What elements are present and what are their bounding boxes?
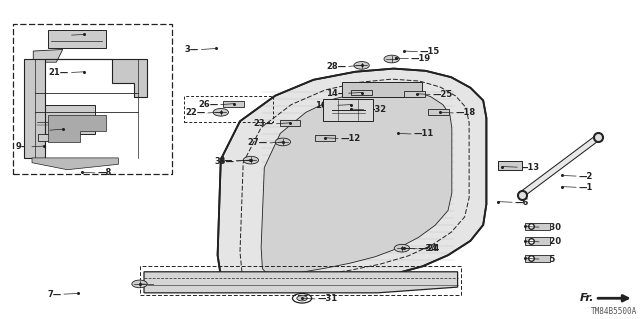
Text: —32: —32	[366, 105, 386, 114]
Text: 16—: 16—	[315, 101, 335, 110]
Text: —20: —20	[541, 237, 561, 246]
Polygon shape	[33, 49, 63, 62]
Text: 22—: 22—	[185, 108, 205, 117]
Text: —6: —6	[515, 198, 529, 207]
Circle shape	[132, 280, 147, 288]
Polygon shape	[48, 115, 106, 142]
Text: —18: —18	[456, 108, 476, 117]
Text: —11: —11	[413, 130, 434, 138]
Text: —30: —30	[541, 223, 561, 232]
Text: —2: —2	[579, 172, 593, 181]
Polygon shape	[48, 30, 106, 48]
Text: Fr.: Fr.	[579, 293, 594, 303]
Bar	[404, 91, 425, 97]
Polygon shape	[32, 158, 118, 170]
Circle shape	[384, 55, 399, 63]
Polygon shape	[24, 59, 147, 158]
Text: 33—: 33—	[214, 157, 234, 166]
Bar	[280, 120, 300, 126]
Text: 14—: 14—	[326, 89, 346, 98]
Text: —8: —8	[97, 168, 111, 177]
Text: —13: —13	[520, 163, 540, 172]
Text: —12: —12	[340, 134, 361, 143]
Bar	[428, 109, 449, 115]
Text: 28—: 28—	[326, 62, 346, 71]
Bar	[498, 161, 522, 170]
Polygon shape	[261, 89, 452, 278]
Text: 3—: 3—	[185, 45, 199, 54]
Bar	[38, 134, 60, 141]
Polygon shape	[144, 272, 458, 293]
Text: —31: —31	[317, 294, 337, 303]
Text: —15: —15	[420, 47, 440, 56]
Circle shape	[243, 156, 259, 164]
Text: —1: —1	[579, 183, 593, 192]
Bar	[342, 82, 422, 97]
Text: —5: —5	[541, 255, 556, 263]
Text: 26—: 26—	[198, 100, 218, 109]
Bar	[525, 255, 550, 262]
Text: 7—: 7—	[47, 290, 61, 299]
Text: —19: —19	[411, 54, 431, 63]
Bar	[31, 105, 95, 134]
Bar	[351, 90, 372, 95]
Text: 9—: 9—	[15, 142, 29, 151]
Text: 21—: 21—	[49, 68, 69, 77]
Circle shape	[297, 296, 307, 301]
Circle shape	[213, 108, 228, 116]
Bar	[525, 223, 550, 230]
Circle shape	[275, 138, 291, 146]
Bar	[323, 99, 373, 121]
Text: 4—: 4—	[219, 156, 233, 165]
Text: —24: —24	[420, 244, 440, 253]
Text: TM84B5500A: TM84B5500A	[591, 308, 637, 316]
Text: 27—: 27—	[248, 138, 268, 147]
Text: —34: —34	[417, 244, 437, 253]
Text: 23—: 23—	[254, 119, 274, 128]
Text: —25: —25	[433, 90, 453, 99]
Text: —17: —17	[156, 280, 176, 289]
Bar	[315, 135, 335, 141]
Polygon shape	[218, 69, 486, 289]
Circle shape	[354, 62, 369, 69]
Bar	[223, 101, 244, 107]
Bar	[525, 237, 550, 245]
Text: 29—: 29—	[28, 126, 47, 135]
Circle shape	[394, 244, 410, 252]
Text: 10—: 10—	[49, 31, 69, 40]
